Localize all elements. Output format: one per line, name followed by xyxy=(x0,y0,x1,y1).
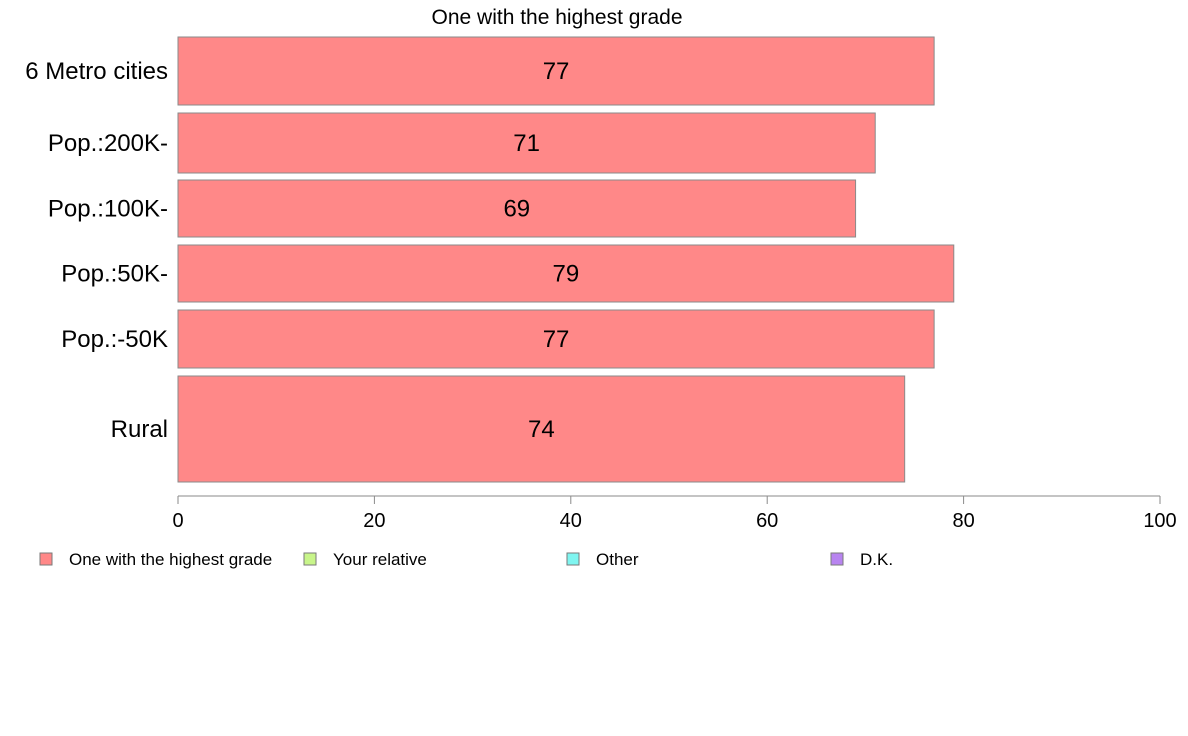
bar-4 xyxy=(177,309,935,369)
bar-value-label-4: 77 xyxy=(543,326,570,353)
x-tick-label-2: 40 xyxy=(560,510,582,532)
chart-title: One with the highest grade xyxy=(432,6,683,29)
legend-label-2: Other xyxy=(596,550,639,569)
category-label-2: Pop.:100K- xyxy=(48,196,168,223)
legend-swatch-1 xyxy=(303,552,317,566)
x-tick-label-3: 60 xyxy=(756,510,778,532)
legend-item-0: One with the highest grade xyxy=(39,550,272,569)
bar-1 xyxy=(177,112,876,174)
x-tick-label-0: 0 xyxy=(172,510,183,532)
x-tick-label-5: 100 xyxy=(1143,510,1176,532)
bar-2 xyxy=(177,179,857,238)
category-label-0: 6 Metro cities xyxy=(25,58,168,85)
category-label-3: Pop.:50K- xyxy=(61,261,168,288)
legend-swatch-0 xyxy=(39,552,53,566)
x-tick-label-4: 80 xyxy=(952,510,974,532)
bar-value-label-2: 69 xyxy=(503,196,530,223)
category-labels: 6 Metro cities Pop.:200K- Pop.:100K- Pop.:5… xyxy=(25,58,168,443)
legend-swatch-2 xyxy=(566,552,580,566)
x-axis: 0 20 40 60 80 100 xyxy=(172,495,1177,532)
bar-value-label-5: 74 xyxy=(528,416,555,443)
legend-swatch-3 xyxy=(830,552,844,566)
legend-item-1: Your relative xyxy=(303,550,427,569)
bar-value-label-0: 77 xyxy=(543,58,570,85)
legend-label-0: One with the highest grade xyxy=(69,550,272,569)
legend-label-3: D.K. xyxy=(860,550,893,569)
legend-label-1: Your relative xyxy=(333,550,427,569)
bars-layer: 77 71 69 79 77 74 xyxy=(177,36,955,483)
category-label-4: Pop.:-50K xyxy=(61,326,168,353)
bar-value-label-1: 71 xyxy=(513,130,540,157)
legend: One with the highest grade Your relative O… xyxy=(39,550,893,569)
legend-item-2: Other xyxy=(566,550,639,569)
bar-5 xyxy=(177,375,906,483)
category-label-1: Pop.:200K- xyxy=(48,130,168,157)
bar-0 xyxy=(177,36,935,106)
bar-3 xyxy=(177,244,955,303)
legend-item-3: D.K. xyxy=(830,550,893,569)
category-label-5: Rural xyxy=(111,416,168,443)
bar-value-label-3: 79 xyxy=(553,261,580,288)
x-tick-label-1: 20 xyxy=(363,510,385,532)
